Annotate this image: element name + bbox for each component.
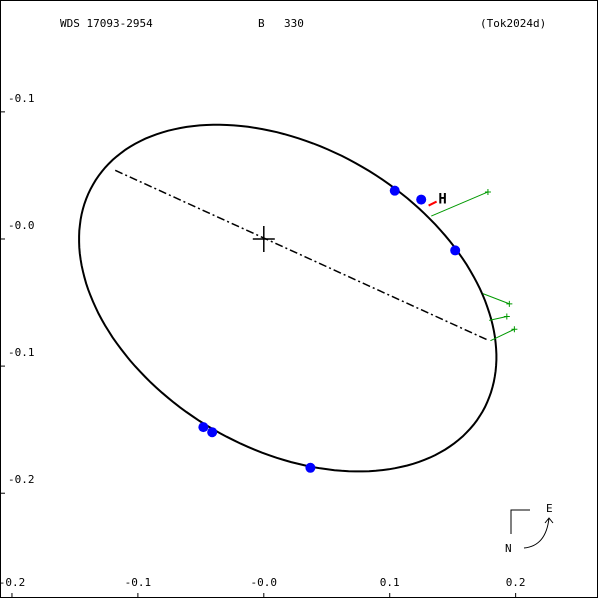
x-tick-label: -0.1 <box>125 576 152 589</box>
compass-north: N <box>505 542 512 555</box>
x-tick-label: -0.2 <box>0 576 25 589</box>
speckle-label: H <box>438 192 446 208</box>
observation-point <box>305 462 316 473</box>
title-right: (Tok2024d) <box>480 17 546 30</box>
y-tick-label: -0.2 <box>8 473 35 486</box>
residual-cross <box>506 300 513 307</box>
residual-cross <box>484 188 491 195</box>
compass-arrow <box>523 517 554 549</box>
title-number: 330 <box>284 17 304 30</box>
title-left: WDS 17093-2954 <box>60 17 153 30</box>
x-tick-label: 0.2 <box>506 576 526 589</box>
residual-line <box>490 328 515 342</box>
compass <box>510 509 554 549</box>
observation-point <box>450 245 461 256</box>
observation-point <box>207 427 218 438</box>
observation-point <box>389 185 400 196</box>
residual-cross <box>503 313 510 320</box>
y-tick-label: -0.1 <box>8 346 35 359</box>
speckle-link <box>428 200 438 207</box>
y-tick-label: -0.0 <box>8 219 35 232</box>
compass-east: E <box>546 502 553 515</box>
observation-point <box>198 422 209 433</box>
residual-line <box>482 293 510 305</box>
y-tick-label: -0.1 <box>8 92 35 105</box>
title-component: B <box>258 17 265 30</box>
x-tick-label: -0.0 <box>251 576 278 589</box>
residual-cross <box>511 326 518 333</box>
x-tick-label: 0.1 <box>380 576 400 589</box>
compass-axes <box>510 509 530 534</box>
primary-star <box>252 225 275 252</box>
observation-point <box>416 194 427 205</box>
orbit-ellipse <box>78 123 498 473</box>
residual-line <box>489 316 507 321</box>
residual-line <box>431 191 489 217</box>
line-of-nodes <box>114 169 490 342</box>
